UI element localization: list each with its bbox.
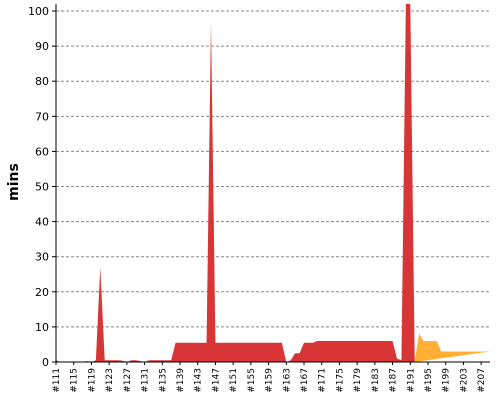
x-tick-label: #115 [70,368,80,393]
x-tick-label: #131 [141,368,151,393]
y-tick-label: 60 [35,145,49,158]
y-tick-label: 80 [35,75,49,88]
x-tick-label: #195 [424,368,434,393]
x-tick-labels: #111 #115 #119 #123 #127 #131 #135 #139 #143 #147… [52,368,487,393]
x-tick-label: #171 [318,368,328,393]
x-tick-label: #139 [176,368,186,393]
y-tick-label: 100 [28,5,49,18]
series-area-failed [56,4,415,362]
x-tick-label: #143 [194,368,204,393]
y-tick-label: 40 [35,216,49,229]
y-tick-label: 50 [35,181,49,194]
x-tick-label: #163 [282,368,292,393]
x-tick-label: #127 [123,368,133,393]
x-tick-label: #179 [353,368,363,393]
x-tick-label: #167 [300,368,310,393]
x-tick-label: #111 [52,368,62,393]
x-tick-label: #147 [211,368,221,393]
x-tick-label: #123 [105,368,115,393]
x-tick-label: #191 [406,368,416,393]
x-tick-label: #187 [389,368,399,393]
y-tick-labels: 0 10 20 30 40 50 60 70 80 90 100 [28,5,49,369]
y-tick-label: 70 [35,110,49,123]
x-tick-label: #119 [87,368,97,393]
y-axis-label: mins [6,163,22,201]
grid-lines [56,10,490,328]
x-tick-label: #175 [335,368,345,393]
y-tick-label: 10 [35,321,49,334]
y-tick-label: 20 [35,286,49,299]
y-tick-label: 30 [35,251,49,264]
series-areas [56,4,490,362]
x-tick-label: #183 [371,368,381,393]
x-tick-label: #203 [459,368,469,393]
x-tick-label: #135 [158,368,168,393]
y-tick-label: 90 [35,40,49,53]
x-tick-label: #207 [477,368,487,393]
x-tick-label: #155 [247,368,257,393]
series-area-unstable [414,333,490,362]
x-tick-label: #151 [229,368,239,393]
x-tick-label: #159 [265,368,275,393]
axes [52,4,490,365]
x-tick-label: #199 [442,368,452,393]
y-tick-label: 0 [42,356,49,369]
